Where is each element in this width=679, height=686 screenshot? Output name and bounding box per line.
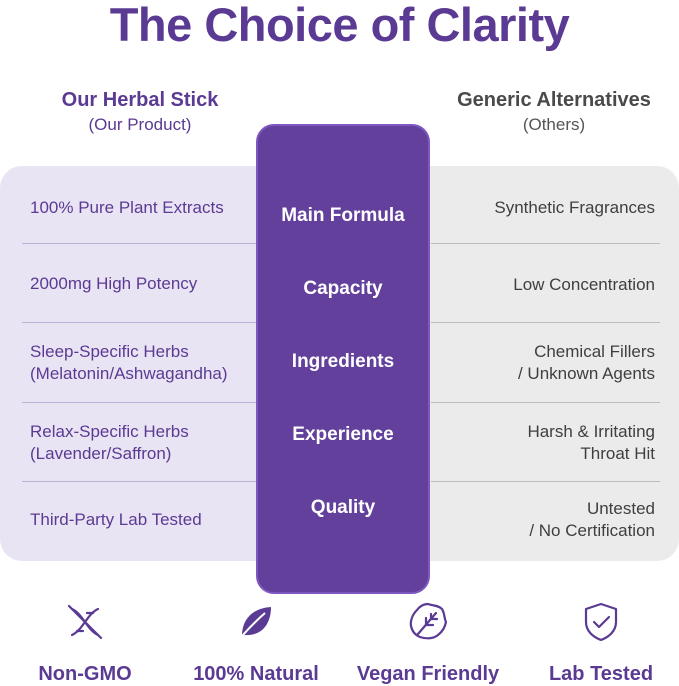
category-label: Main Formula [281,205,405,226]
alternatives-header: Generic Alternatives (Others) [430,88,678,136]
alternatives-row: Synthetic Fragrances [431,197,655,219]
row-line: Synthetic Fragrances [494,198,655,217]
our-product-panel [0,166,290,561]
dna-icon [67,604,103,640]
our-product-subheading: (Our Product) [88,115,192,134]
row-divider [22,243,256,244]
feature-label: 100% Natural [193,663,319,685]
feature-non-gmo: Non-GMO [22,600,148,686]
row-line: 100% Pure Plant Extracts [30,198,224,217]
feature-label: Non-GMO [38,663,132,685]
row-divider [22,402,256,403]
page-title: The Choice of Clarity [109,0,570,51]
category-label: Ingredients [291,351,395,372]
alternatives-row: Untested / No Certification [431,498,655,542]
row-line: (Lavender/Saffron) [30,444,172,463]
alternatives-row: Chemical Fillers / Unknown Agents [431,341,655,385]
category-column [256,124,430,594]
alternatives-subheading: (Others) [522,115,586,134]
our-product-row: Sleep-Specific Herbs (Melatonin/Ashwagan… [30,341,258,385]
row-divider [22,481,256,482]
row-line: (Melatonin/Ashwagandha) [30,364,228,383]
row-line: / No Certification [529,521,655,540]
row-line: / Unknown Agents [517,364,655,383]
category-label: Quality [310,497,376,518]
row-line: Low Concentration [513,275,655,294]
row-line: Throat Hit [580,444,655,463]
feature-label: Lab Tested [548,663,654,685]
alternatives-row: Low Concentration [431,274,655,296]
alternatives-panel [400,166,679,561]
our-product-row: Third-Party Lab Tested [30,509,258,531]
feature-lab-tested: Lab Tested [538,600,664,686]
category-label: Experience [292,424,394,445]
row-line: Untested [586,499,655,518]
feature-natural: 100% Natural [180,600,332,686]
our-product-row: 2000mg High Potency [30,273,258,295]
row-line: Sleep-Specific Herbs [30,342,189,361]
our-product-row: Relax-Specific Herbs (Lavender/Saffron) [30,421,258,465]
row-divider [431,243,660,244]
category-label: Capacity [303,278,383,299]
alternatives-row: Harsh & Irritating Throat Hit [431,421,655,465]
row-line: Third-Party Lab Tested [30,510,202,529]
row-divider [431,322,660,323]
our-product-heading: Our Herbal Stick [61,89,219,111]
alternatives-heading: Generic Alternatives [457,89,651,111]
feature-vegan: Vegan Friendly [350,600,506,686]
shield-check-icon [584,602,618,642]
row-divider [431,481,660,482]
row-divider [22,322,256,323]
row-line: 2000mg High Potency [30,274,198,293]
our-product-header: Our Herbal Stick (Our Product) [20,88,260,136]
our-product-row: 100% Pure Plant Extracts [30,197,258,219]
vegan-leaf-icon [409,602,448,640]
row-line: Chemical Fillers [534,342,655,361]
leaf-icon [241,607,271,637]
row-divider [431,402,660,403]
feature-label: Vegan Friendly [356,663,500,685]
row-line: Harsh & Irritating [527,422,655,441]
row-line: Relax-Specific Herbs [30,422,189,441]
